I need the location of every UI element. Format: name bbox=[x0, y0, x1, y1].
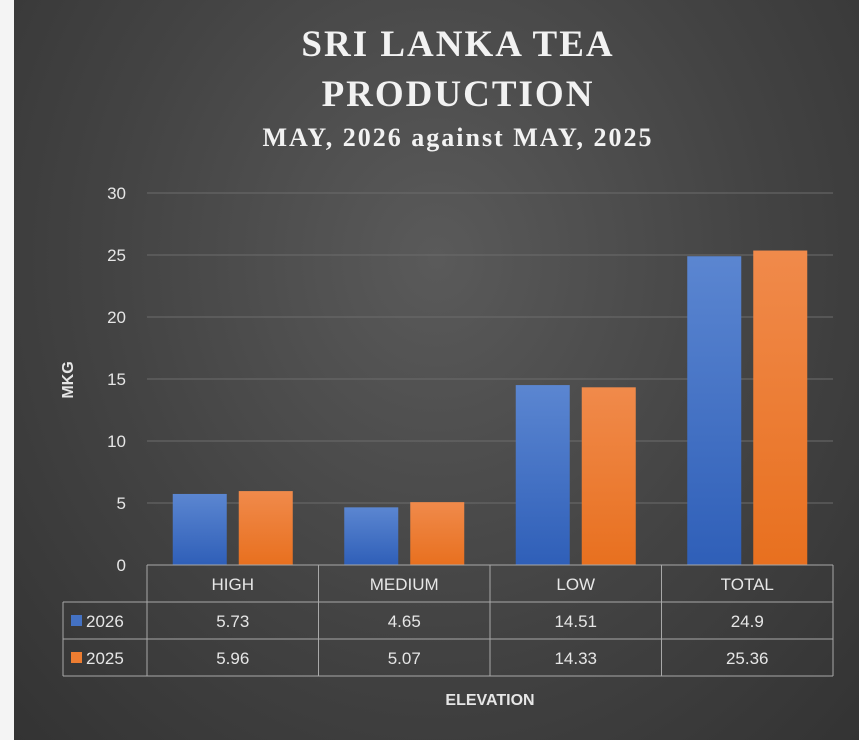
data-label: 24.9 bbox=[731, 612, 764, 631]
data-label: 14.33 bbox=[554, 649, 597, 668]
bar-2026-medium bbox=[344, 507, 399, 565]
y-tick-label: 30 bbox=[107, 184, 126, 203]
data-label: 4.65 bbox=[388, 612, 421, 631]
x-category-label: HIGH bbox=[212, 575, 255, 594]
x-category-label: LOW bbox=[556, 575, 595, 594]
legend-key-2026 bbox=[71, 615, 82, 626]
bar-2025-medium bbox=[410, 502, 465, 565]
chart-title-line-1: SRI LANKA TEA bbox=[301, 24, 614, 65]
data-label: 25.36 bbox=[726, 649, 769, 668]
data-table: HIGH MEDIUM LOW TOTAL 2026 5.73 4.65 14.51 24.9 2… bbox=[62, 564, 834, 677]
legend-key-2025 bbox=[71, 652, 82, 663]
data-label: 14.51 bbox=[554, 612, 597, 631]
y-tick-label: 5 bbox=[117, 494, 126, 513]
bar-2025-total bbox=[753, 250, 808, 565]
legend-label-2026: 2026 bbox=[86, 612, 124, 631]
bar-2026-total bbox=[687, 256, 742, 565]
x-category-label: TOTAL bbox=[721, 575, 774, 594]
x-category-label: MEDIUM bbox=[370, 575, 439, 594]
bar-2026-low bbox=[515, 385, 570, 565]
x-axis-title: ELEVATION bbox=[445, 692, 534, 709]
data-label: 5.73 bbox=[216, 612, 249, 631]
chart-subtitle: MAY, 2026 against MAY, 2025 bbox=[262, 123, 653, 152]
y-tick-label: 10 bbox=[107, 432, 126, 451]
bar-2025-high bbox=[238, 491, 293, 565]
y-tick-label: 15 bbox=[107, 370, 126, 389]
y-tick-label: 0 bbox=[117, 556, 126, 575]
bar-2025-low bbox=[581, 387, 636, 565]
y-tick-label: 25 bbox=[107, 246, 126, 265]
bars bbox=[172, 250, 808, 565]
chart-title-line-2: PRODUCTION bbox=[322, 74, 595, 115]
y-axis-ticks: 0 5 10 15 20 25 30 bbox=[107, 184, 126, 575]
bar-2026-high bbox=[172, 493, 227, 565]
y-axis-title: MKG bbox=[60, 361, 77, 398]
data-label: 5.07 bbox=[388, 649, 421, 668]
y-tick-label: 20 bbox=[107, 308, 126, 327]
legend-label-2025: 2025 bbox=[86, 649, 124, 668]
data-label: 5.96 bbox=[216, 649, 249, 668]
